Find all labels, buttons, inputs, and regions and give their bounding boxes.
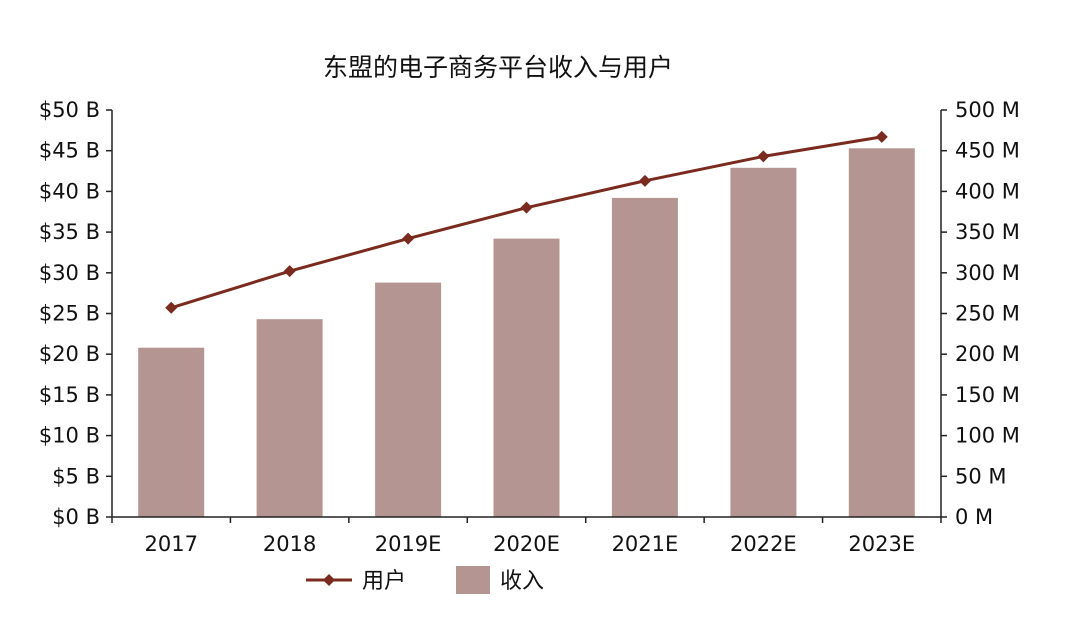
right-tick-label: 400 M [955, 179, 1020, 203]
right-tick-label: 300 M [955, 261, 1020, 285]
users-point-2020E [520, 201, 533, 214]
x-tick-label: 2020E [493, 532, 560, 556]
bar-2019E [375, 282, 442, 517]
legend-line-marker [323, 574, 335, 586]
bar-2017 [138, 347, 205, 517]
chart-title: 东盟的电子商务平台收入与用户 [323, 53, 673, 82]
bar-2018 [256, 319, 323, 517]
right-tick-label: 150 M [955, 383, 1020, 407]
legend-label-users: 用户 [362, 569, 406, 594]
left-tick-label: $40 B [39, 179, 100, 203]
x-tick-label: 2017 [144, 532, 197, 556]
users-point-2022E [757, 150, 770, 163]
right-tick-label: 100 M [955, 424, 1020, 448]
users-point-2021E [638, 174, 651, 187]
left-tick-label: $0 B [52, 505, 100, 529]
bar-2023E [848, 148, 915, 518]
x-tick-label: 2022E [730, 532, 797, 556]
right-tick-label: 50 M [955, 464, 1007, 488]
left-tick-label: $15 B [39, 383, 100, 407]
left-tick-label: $45 B [39, 139, 100, 163]
right-tick-label: 350 M [955, 220, 1020, 244]
bars-layer [138, 148, 915, 518]
bar-2022E [730, 167, 797, 518]
bar-2021E [611, 197, 678, 517]
x-tick-label: 2018 [263, 532, 316, 556]
left-tick-label: $5 B [52, 464, 100, 488]
right-tick-label: 250 M [955, 302, 1020, 326]
right-tick-label: 450 M [955, 139, 1020, 163]
x-tick-label: 2023E [848, 532, 915, 556]
users-point-2019E [402, 232, 415, 245]
users-point-2017 [165, 301, 178, 314]
left-tick-label: $20 B [39, 342, 100, 366]
x-tick-label: 2021E [612, 532, 679, 556]
line-layer [165, 130, 888, 314]
users-point-2023E [875, 130, 888, 143]
right-tick-label: 200 M [955, 342, 1020, 366]
legend-bar-swatch [456, 566, 490, 594]
left-tick-label: $50 B [39, 98, 100, 122]
legend-label-revenue: 收入 [500, 569, 544, 594]
right-tick-label: 500 M [955, 98, 1020, 122]
users-point-2018 [283, 265, 296, 278]
axes-layer: $0 B $5 B $10 B $15 B $20 B $25 B $30 B $35 B $4… [39, 98, 1020, 556]
left-tick-label: $10 B [39, 424, 100, 448]
right-tick-label: 0 M [955, 505, 993, 529]
left-tick-label: $30 B [39, 261, 100, 285]
left-tick-label: $35 B [39, 220, 100, 244]
x-tick-label: 2019E [375, 532, 442, 556]
legend: 用户 收入 [306, 566, 544, 594]
left-tick-label: $25 B [39, 302, 100, 326]
bar-2020E [493, 238, 560, 517]
